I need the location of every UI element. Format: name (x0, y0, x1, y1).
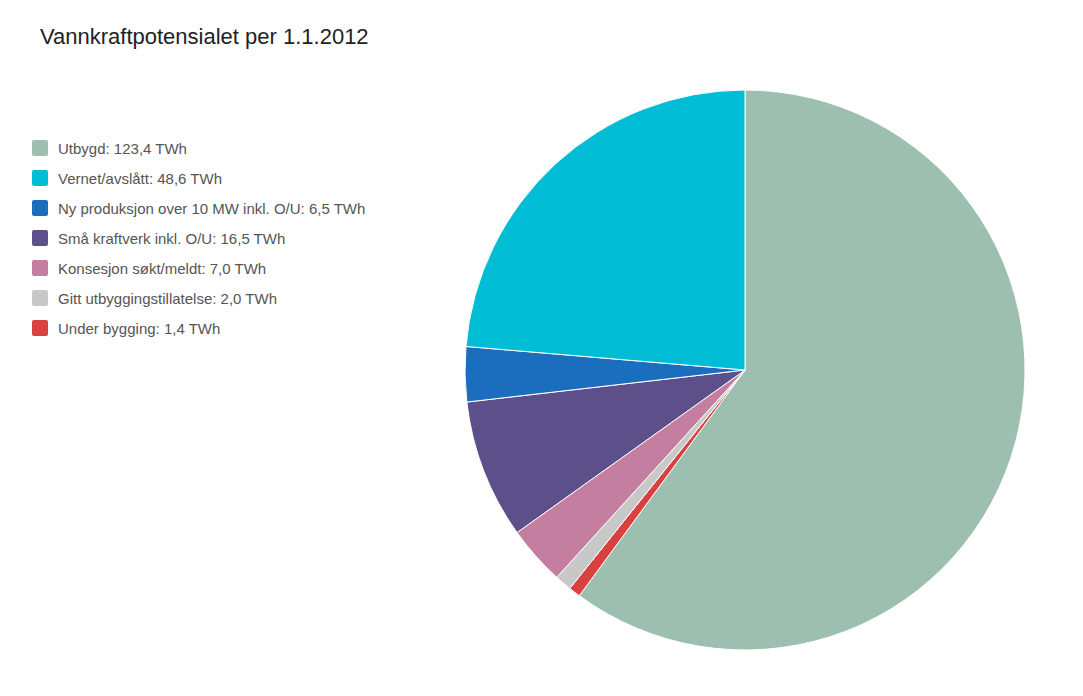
legend-swatch (32, 320, 48, 336)
legend-label: Små kraftverk inkl. O/U: 16,5 TWh (58, 230, 285, 247)
legend-label: Vernet/avslått: 48,6 TWh (58, 170, 222, 187)
pie-slice (466, 90, 745, 370)
chart-svg: Vannkraftpotensialet per 1.1.2012 Utbygd:… (0, 0, 1083, 696)
legend-swatch (32, 230, 48, 246)
legend-label: Gitt utbyggingstillatelse: 2,0 TWh (58, 290, 277, 307)
legend-label: Konsesjon søkt/meldt: 7,0 TWh (58, 260, 266, 277)
legend-swatch (32, 290, 48, 306)
legend-label: Under bygging: 1,4 TWh (58, 320, 220, 337)
legend-label: Ny produksjon over 10 MW inkl. O/U: 6,5 … (58, 200, 365, 217)
legend-label: Utbygd: 123,4 TWh (58, 140, 187, 157)
chart-title: Vannkraftpotensialet per 1.1.2012 (40, 24, 369, 49)
pie (465, 90, 1025, 650)
chart-container: Vannkraftpotensialet per 1.1.2012 Utbygd:… (0, 0, 1083, 696)
legend-swatch (32, 200, 48, 216)
legend-swatch (32, 260, 48, 276)
legend-swatch (32, 170, 48, 186)
legend-swatch (32, 140, 48, 156)
legend: Utbygd: 123,4 TWh Vernet/avslått: 48,6 TW… (32, 140, 365, 337)
